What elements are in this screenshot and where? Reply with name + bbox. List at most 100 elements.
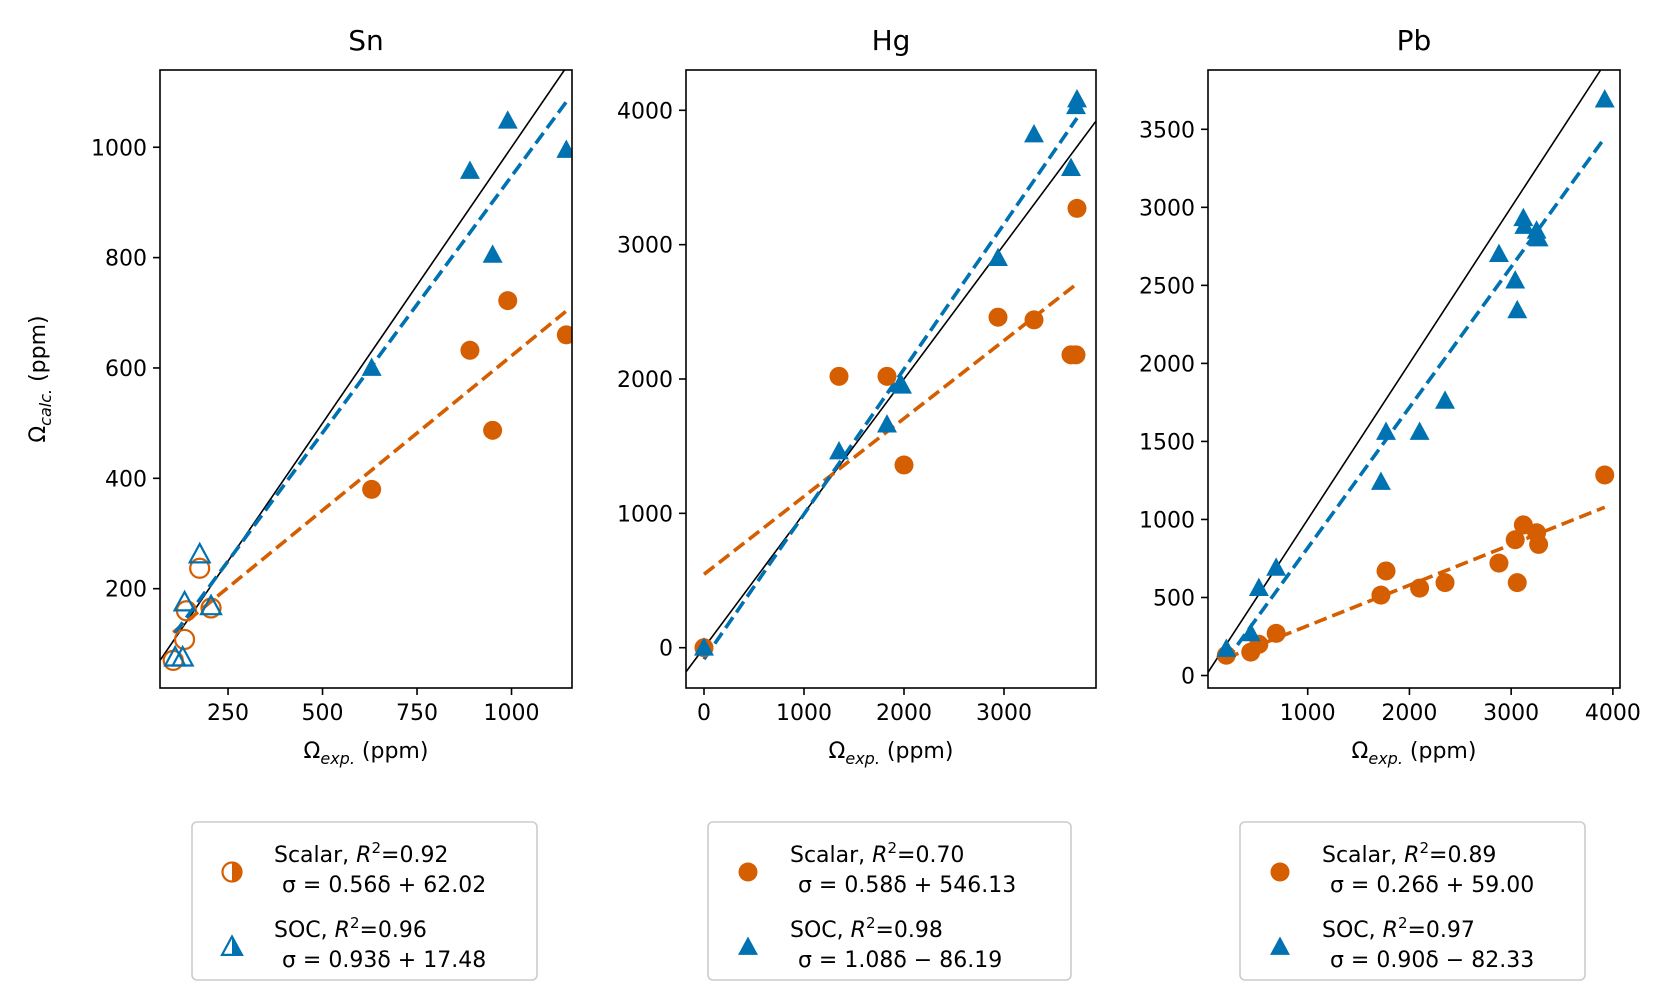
scalar-point [829,366,849,386]
soc-point [1409,421,1430,440]
soc-point [1061,157,1081,176]
y-tick-label: 1500 [1139,430,1195,455]
legend-box [1239,821,1586,981]
y-tick-label: 1000 [91,136,147,161]
legend-equation: σ = 1.08δ − 86.19 [798,948,1002,973]
plot-area [1208,70,1615,673]
x-tick-label: 2000 [876,701,932,726]
x-tick-label: 1000 [776,701,832,726]
soc-point [988,247,1008,266]
legend-marker [738,936,758,955]
x-tick-label: 500 [302,701,344,726]
soc-point [1507,299,1528,319]
y-tick-label: 3000 [1139,196,1195,221]
y-tick-label: 4000 [617,99,673,124]
soc-point [1024,123,1044,143]
scalar-point [1024,310,1044,330]
scalar-point [1410,578,1430,598]
legend-equation: σ = 0.58δ + 546.13 [798,873,1016,898]
scalar-point [894,455,914,475]
soc-point [1513,207,1534,227]
legend-equation: σ = 0.93δ + 17.48 [282,948,486,973]
panel-title: Sn [348,24,384,57]
soc-point [1376,421,1396,440]
x-axis-label: Ωexp. (ppm) [1352,739,1477,768]
scalar-point [1529,534,1549,554]
x-tick-label: 1000 [1280,701,1336,726]
soc-point [1216,638,1237,657]
x-tick-label: 2000 [1381,701,1437,726]
x-tick-label: 3000 [976,701,1032,726]
scalar-point [1266,623,1286,643]
y-tick-label: 0 [659,637,673,662]
soc-point [172,589,197,612]
scalar-fit-line [1225,505,1606,660]
panel-hg: Hg 0 1000 2000 3000 0 1000 2000 3000 4000 Ωexp. (p… [617,24,1097,981]
legend-equation: σ = 0.56δ + 62.02 [282,873,486,898]
legend-marker-filled-half [232,862,242,882]
soc-point [1594,89,1615,108]
soc-point [1505,270,1526,289]
y-tick-label: 2000 [617,368,673,393]
identity-line [1208,70,1602,673]
scalar-point [1595,465,1615,485]
soc-fit-line [1224,136,1607,662]
panel-sn: Sn 250 500 750 1000 200 400 600 800 1000 Ωexp. (pp… [26,24,573,981]
chart-panels: Sn 250 500 750 1000 200 400 600 800 1000 Ωexp. (pp… [26,24,1641,981]
legend-marker-filled-half [232,936,242,955]
scalar-point [1507,573,1527,593]
soc-point [1528,228,1549,247]
soc-point [1067,89,1087,108]
scalar-point [1376,561,1396,581]
legend-marker [738,862,758,882]
soc-point [1435,390,1456,409]
legend: Scalar, R2=0.92 σ = 0.56δ + 62.02 SOC, R2=… [191,821,538,981]
legend-label: SOC, R2=0.98 [790,914,943,943]
scalar-point [173,628,196,651]
soc-fit-line [702,117,1079,661]
legend-box [191,821,538,981]
scalar-point [200,597,222,619]
soc-point [497,110,518,129]
panel-pb: Pb 1000 2000 3000 4000 0 500 1000 1500 2000 2500 30… [1139,24,1641,981]
soc-point [199,593,223,616]
y-tick-label: 0 [1181,665,1195,690]
legend-box [707,821,1072,981]
identity-line [686,120,1096,673]
x-tick-label: 1000 [484,701,540,726]
y-tick-label: 500 [1153,586,1195,611]
soc-point [556,139,572,158]
x-tick-label: 0 [697,701,711,726]
soc-point [877,414,897,433]
soc-point [1370,471,1391,490]
legend-label: Scalar, R2=0.92 [274,839,448,868]
legend-equation: σ = 0.26δ + 59.00 [1330,873,1534,898]
soc-point [482,244,503,263]
scalar-point [877,366,897,386]
soc-point [361,357,382,376]
legend: Scalar, R2=0.89 σ = 0.26δ + 59.00 SOC, R2=… [1239,821,1586,981]
legend-marker [1270,936,1290,955]
y-tick-label: 600 [105,357,147,382]
scalar-point [1505,530,1525,550]
y-tick-label: 200 [105,578,147,603]
legend-entry-soc: SOC, R2=0.96 σ = 0.93δ + 17.48 [220,914,486,973]
soc-point [459,160,480,179]
x-axis-label: Ωexp. (ppm) [304,739,429,768]
axes-frame [1207,69,1621,689]
legend-label: SOC, R2=0.96 [274,914,427,943]
soc-point [1488,243,1509,263]
scalar-point [362,479,382,499]
x-tick-label: 4000 [1585,701,1641,726]
axes-frame [159,69,573,689]
soc-point [829,441,849,460]
soc-point [694,637,714,656]
legend-marker [1270,862,1290,882]
scalar-point [1067,198,1087,218]
soc-point [1248,577,1269,596]
legend-entry-scalar: Scalar, R2=0.89 σ = 0.26δ + 59.00 [1270,839,1534,898]
legend-entry-scalar: Scalar, R2=0.92 σ = 0.56δ + 62.02 [221,839,486,898]
legend: Scalar, R2=0.70 σ = 0.58δ + 546.13 SOC, R2… [707,821,1072,981]
legend-equation: σ = 0.90δ − 82.33 [1330,948,1534,973]
